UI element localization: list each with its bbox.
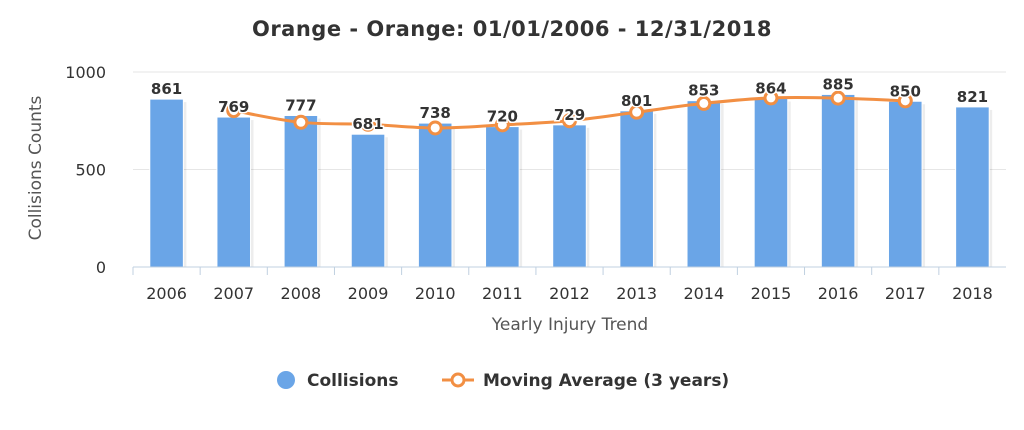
x-tick-label: 2012 bbox=[549, 284, 590, 303]
moving-average-point[interactable] bbox=[360, 116, 376, 132]
moving-average-point[interactable] bbox=[629, 104, 645, 120]
legend: Collisions Moving Average (3 years) bbox=[277, 371, 729, 391]
y-axis-title: Collisions Counts bbox=[26, 95, 46, 240]
bar-2008[interactable] bbox=[283, 114, 319, 268]
x-tick-label: 2016 bbox=[818, 284, 859, 303]
moving-average-point[interactable] bbox=[226, 103, 242, 119]
bar-2015[interactable] bbox=[753, 98, 789, 268]
bar-data-label: 850 bbox=[890, 82, 921, 100]
x-tick-label: 2011 bbox=[482, 284, 523, 303]
x-tick-label: 2006 bbox=[146, 284, 187, 303]
x-axis-ticks: 2006 2007 2008 2009 2010 2011 2012 2013 2014 2015… bbox=[132, 267, 993, 303]
y-tick-label: 1000 bbox=[65, 63, 106, 82]
data-labels: 861 769 777 681 738 720 729 801 853 864 885 850 821 bbox=[149, 74, 989, 135]
bar-series bbox=[149, 93, 993, 268]
bar-2017[interactable] bbox=[887, 100, 923, 268]
chart-title: Orange - Orange: 01/01/2006 - 12/31/2018 bbox=[252, 17, 772, 41]
moving-average-point[interactable] bbox=[897, 93, 913, 109]
bar-data-label: 885 bbox=[822, 75, 853, 93]
bar-data-label: 801 bbox=[621, 92, 652, 110]
moving-average-point[interactable] bbox=[696, 95, 712, 111]
bar-2013[interactable] bbox=[619, 110, 654, 268]
x-tick-label: 2015 bbox=[751, 284, 792, 303]
x-tick-label: 2007 bbox=[213, 284, 254, 303]
legend-collisions-label: Collisions bbox=[307, 371, 398, 391]
bar-2012[interactable] bbox=[552, 124, 587, 268]
legend-moving-average-marker bbox=[450, 372, 466, 388]
bar-data-label: 861 bbox=[151, 80, 182, 98]
x-tick-label: 2014 bbox=[683, 284, 724, 303]
bar-2006[interactable] bbox=[149, 98, 184, 268]
bar-data-label: 738 bbox=[420, 104, 451, 122]
legend-item-moving-average[interactable]: Moving Average (3 years) bbox=[442, 371, 729, 391]
legend-moving-average-label: Moving Average (3 years) bbox=[483, 371, 729, 391]
moving-average-point[interactable] bbox=[562, 113, 577, 129]
legend-item-collisions[interactable]: Collisions bbox=[277, 371, 398, 391]
moving-average-point[interactable] bbox=[293, 114, 309, 130]
bar-data-label: 864 bbox=[755, 80, 786, 98]
moving-average-point[interactable] bbox=[494, 117, 510, 133]
bar-2016[interactable] bbox=[820, 93, 856, 268]
bar-data-label: 681 bbox=[352, 115, 383, 133]
x-tick-label: 2008 bbox=[281, 284, 322, 303]
bar-data-label: 821 bbox=[957, 88, 988, 106]
legend-collisions-marker bbox=[277, 371, 295, 389]
x-tick-label: 2013 bbox=[616, 284, 657, 303]
x-tick-label: 2010 bbox=[415, 284, 456, 303]
bar-data-label: 729 bbox=[554, 106, 585, 124]
x-axis-title: Yearly Injury Trend bbox=[491, 315, 648, 335]
bar-2007[interactable] bbox=[216, 116, 252, 268]
bar-data-label: 853 bbox=[688, 82, 719, 100]
moving-average-series bbox=[226, 90, 913, 136]
bar-2018[interactable] bbox=[955, 106, 990, 268]
moving-average-point[interactable] bbox=[427, 120, 443, 136]
bar-2010[interactable] bbox=[417, 122, 453, 268]
moving-average-point[interactable] bbox=[763, 90, 779, 106]
bar-data-label: 720 bbox=[487, 108, 518, 126]
bar-2011[interactable] bbox=[485, 126, 520, 268]
y-tick-label: 500 bbox=[75, 161, 106, 180]
x-tick-label: 2017 bbox=[885, 284, 926, 303]
bar-data-label: 769 bbox=[218, 98, 249, 116]
moving-average-point[interactable] bbox=[830, 90, 846, 106]
bar-2014[interactable] bbox=[686, 100, 722, 268]
bar-2009[interactable] bbox=[350, 133, 386, 268]
x-tick-label: 2018 bbox=[952, 284, 993, 303]
y-axis-ticks: 0 500 1000 bbox=[65, 63, 106, 277]
y-tick-label: 0 bbox=[96, 258, 106, 277]
bar-data-label: 777 bbox=[285, 96, 316, 114]
x-tick-label: 2009 bbox=[348, 284, 389, 303]
